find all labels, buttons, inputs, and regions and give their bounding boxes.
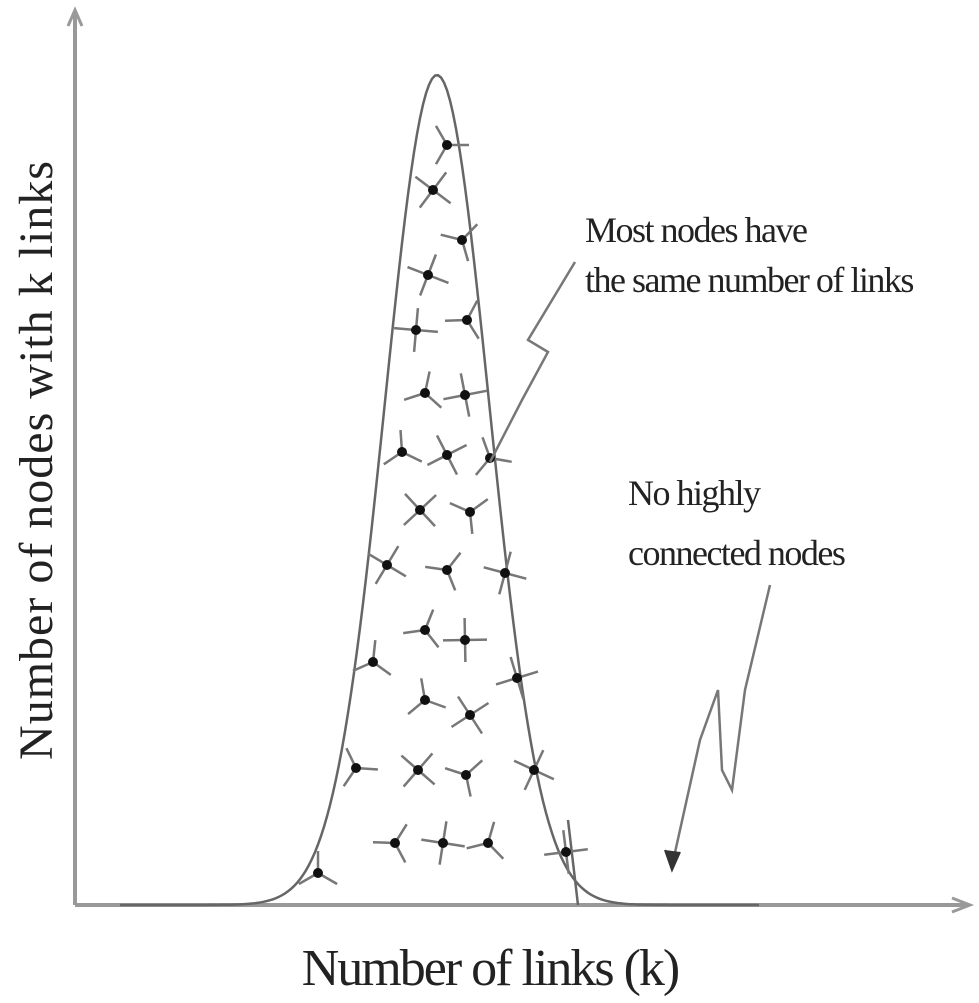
node xyxy=(529,765,539,775)
annotation-text: Most nodes have xyxy=(585,210,807,250)
callout-arrow xyxy=(665,850,680,870)
node xyxy=(313,868,323,878)
x-axis-label: Number of links (k) xyxy=(302,940,679,997)
node xyxy=(457,235,467,245)
node xyxy=(442,450,452,460)
callout-line xyxy=(490,262,575,462)
node xyxy=(415,505,425,515)
node xyxy=(411,325,421,335)
diagram: Most nodes have the same number of links… xyxy=(0,0,979,1003)
node xyxy=(390,838,400,848)
node xyxy=(462,315,472,325)
node xyxy=(465,710,475,720)
node xyxy=(442,140,452,150)
node xyxy=(500,568,510,578)
node xyxy=(420,625,430,635)
node xyxy=(420,695,430,705)
cut-line xyxy=(568,820,578,905)
node xyxy=(351,763,361,773)
annotation-text: No highly xyxy=(628,473,761,513)
node xyxy=(460,390,470,400)
annotation-text: connected nodes xyxy=(628,533,845,573)
node xyxy=(382,560,392,570)
node xyxy=(420,388,430,398)
node xyxy=(460,635,470,645)
node xyxy=(413,765,423,775)
node xyxy=(397,447,407,457)
node xyxy=(423,270,433,280)
node xyxy=(483,838,493,848)
node xyxy=(461,770,471,780)
node xyxy=(512,673,522,683)
callout-line xyxy=(672,585,770,866)
node xyxy=(438,838,448,848)
node xyxy=(442,565,452,575)
node xyxy=(368,657,378,667)
node-glyphs xyxy=(299,126,588,884)
node xyxy=(428,185,438,195)
y-axis-label: Number of nodes with k links xyxy=(10,160,63,760)
node xyxy=(561,847,571,857)
annotation-text: the same number of links xyxy=(585,260,913,300)
node xyxy=(465,507,475,517)
